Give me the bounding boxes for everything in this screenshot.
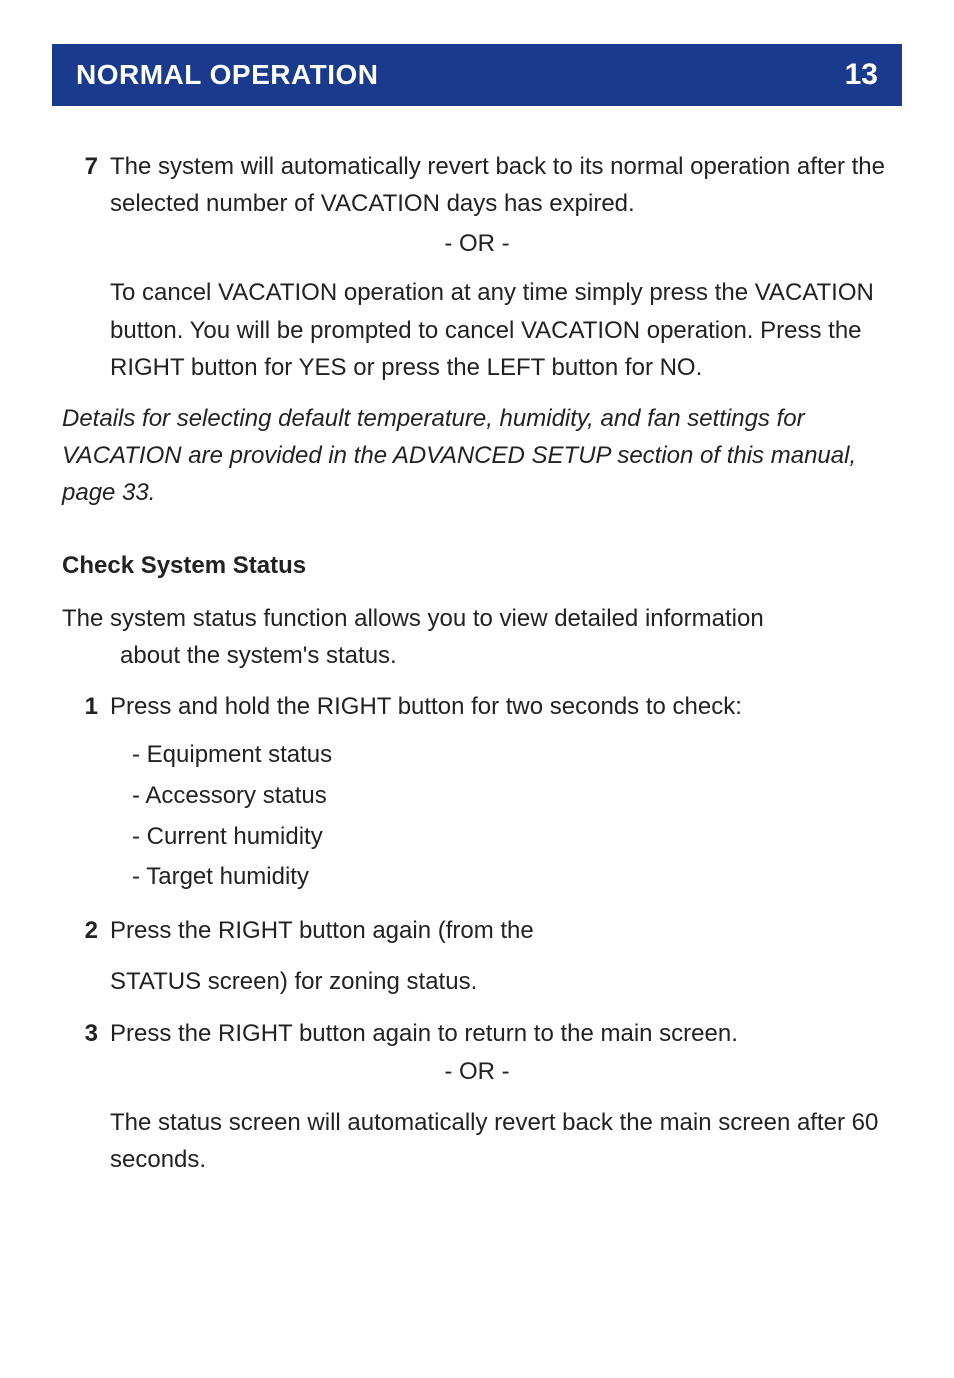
status-check-list: - Equipment status - Accessory status - …: [132, 735, 892, 898]
or-separator: - OR -: [62, 230, 892, 258]
status-step-2: 2 Press the RIGHT button again (from the…: [62, 912, 892, 1000]
status-step-1: 1 Press and hold the RIGHT button for tw…: [62, 688, 892, 898]
list-item: - Accessory status: [132, 776, 892, 817]
step-number: 1: [62, 688, 110, 898]
step-text: Press and hold the RIGHT button for two …: [110, 688, 892, 898]
section-title: NORMAL OPERATION: [76, 59, 379, 91]
list-item: - Current humidity: [132, 817, 892, 858]
status-step-3: 3 Press the RIGHT button again to return…: [62, 1015, 892, 1052]
step-number: 3: [62, 1015, 110, 1052]
step-2-text: Press the RIGHT button again (from the: [110, 917, 534, 944]
status-auto-revert: The status screen will automatically rev…: [110, 1104, 892, 1178]
status-intro-line2: about the system's status.: [120, 637, 892, 674]
step-text: The system will automatically revert bac…: [110, 148, 892, 222]
step-text: Press the RIGHT button again (from the S…: [110, 912, 892, 1000]
step-1-text: Press and hold the RIGHT button for two …: [110, 693, 742, 720]
vacation-advanced-note: Details for selecting default temperatur…: [62, 400, 892, 512]
list-item: - Target humidity: [132, 857, 892, 898]
vacation-cancel-text: To cancel VACATION operation at any time…: [110, 274, 892, 386]
section-header-bar: NORMAL OPERATION 13: [52, 44, 902, 106]
step-number: 7: [62, 148, 110, 222]
vacation-step-7: 7 The system will automatically revert b…: [62, 148, 892, 222]
or-separator: - OR -: [62, 1058, 892, 1086]
content-area: 7 The system will automatically revert b…: [52, 148, 902, 1178]
step-2-cont: STATUS screen) for zoning status.: [110, 963, 892, 1000]
step-text: Press the RIGHT button again to return t…: [110, 1015, 892, 1052]
page-container: NORMAL OPERATION 13 7 The system will au…: [0, 0, 954, 1178]
list-item: - Equipment status: [132, 735, 892, 776]
page-number: 13: [845, 58, 878, 92]
status-intro: The system status function allows you to…: [62, 600, 892, 674]
status-heading: Check System Status: [62, 552, 892, 580]
status-intro-line1: The system status function allows you to…: [62, 605, 764, 632]
step-number: 2: [62, 912, 110, 1000]
